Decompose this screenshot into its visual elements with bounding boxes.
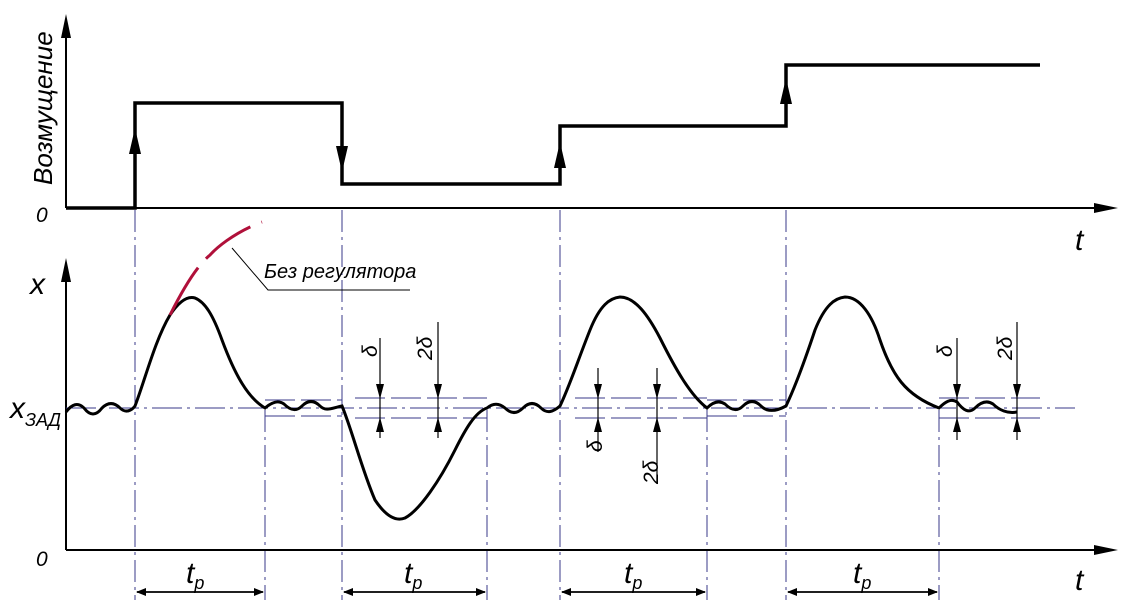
tolerance-dimension-group: δ 2δ: [584, 368, 663, 485]
bottom-y-axis-arrow-icon: [61, 258, 71, 282]
bottom-x-label: x: [28, 268, 46, 301]
step-down-arrow-icon: [336, 146, 348, 172]
bottom-t-axis-arrow-icon: [1094, 545, 1118, 555]
response-curve: [64, 295, 1018, 521]
settling-time-dimension: tp: [787, 557, 938, 596]
response-plot: Без регулятора x 0 t xЗАД δ 2δ δ 2δ: [8, 220, 1118, 597]
settling-time-dimension: tp: [561, 557, 706, 596]
step-up-arrow-icon: [129, 128, 141, 154]
delta-label: δ: [359, 345, 382, 357]
tolerance-dimension-group: δ 2δ: [359, 322, 442, 438]
no-regulator-label: Без регулятора: [264, 261, 416, 283]
top-t-axis-arrow-icon: [1094, 203, 1118, 213]
top-y-axis-arrow-icon: [61, 14, 71, 38]
step-up-arrow-icon: [780, 78, 792, 104]
disturbance-plot: Возмущение 0 t: [28, 14, 1118, 257]
disturbance-step-signal: [66, 63, 1040, 210]
settling-time-label: tp: [853, 557, 871, 593]
top-origin-label: 0: [36, 204, 48, 227]
delta-label: δ: [934, 345, 957, 357]
two-delta-label: 2δ: [414, 336, 437, 361]
settling-time-label: tp: [624, 557, 642, 593]
no-regulator-curve: [168, 220, 263, 316]
annotation-leader: [231, 247, 410, 291]
step-up-arrow-icon: [554, 142, 566, 168]
tolerance-band-lines: [265, 397, 1040, 419]
two-delta-label: 2δ: [640, 460, 663, 485]
tolerance-dimension-group: δ 2δ: [934, 322, 1021, 440]
settling-time-label: tp: [404, 557, 422, 593]
top-y-label: Возмущение: [28, 31, 58, 185]
delta-label: δ: [584, 440, 607, 452]
bottom-origin-label: 0: [36, 548, 48, 571]
bottom-t-label: t: [1075, 564, 1085, 597]
setpoint-label: xЗАД: [8, 392, 61, 430]
two-delta-label: 2δ: [994, 336, 1017, 361]
settling-time-dimension: tp: [343, 557, 486, 596]
top-t-label: t: [1075, 224, 1085, 257]
settling-time-dimension: tp: [136, 557, 264, 596]
settling-time-label: tp: [186, 557, 204, 593]
